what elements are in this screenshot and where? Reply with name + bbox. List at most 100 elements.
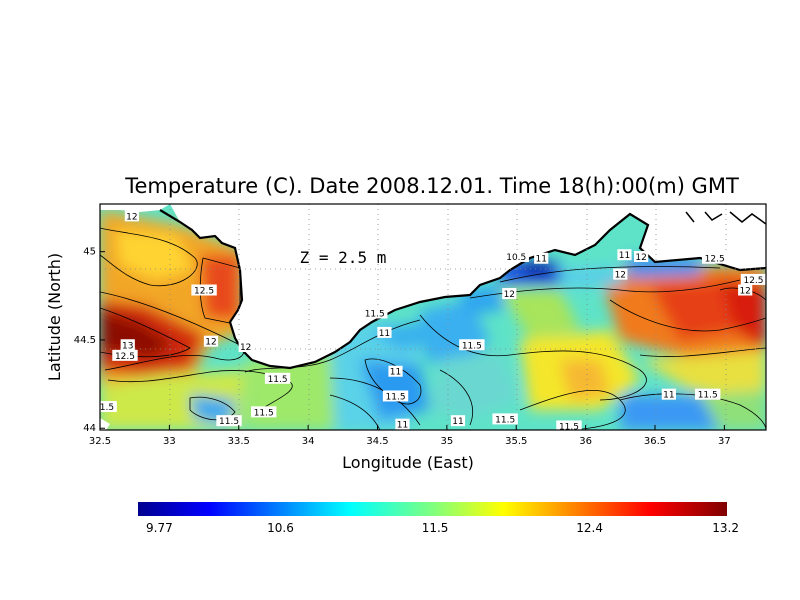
contour-label-background	[382, 390, 409, 402]
x-tick-label: 36	[579, 436, 592, 447]
x-tick-label: 35	[441, 436, 454, 447]
colorbar-ticks: 9.77 10.6 11.5 12.4 13.2	[146, 521, 739, 535]
contour-label-background	[203, 335, 219, 347]
x-tick-label: 34	[302, 436, 315, 447]
contour-label: 11.5	[362, 307, 388, 319]
contour-label-background	[738, 284, 753, 296]
temperature-field: 1212.5121312.51211.511.511.51.511.51111.…	[100, 204, 766, 432]
contour-label-text: 10.5	[506, 253, 526, 263]
contour-label: 11.5	[556, 420, 582, 432]
contour-label-text: 11	[390, 368, 401, 378]
contour-label-text: 12.5	[194, 287, 214, 297]
y-tick-label: 44	[83, 423, 96, 434]
contour-label: 11.5	[492, 413, 518, 425]
contour-label-background	[534, 252, 549, 264]
contour-label: 12.5	[740, 273, 766, 286]
contour-label-background	[492, 413, 518, 425]
contour-label: 13	[120, 339, 135, 351]
contour-label-text: 11.5	[559, 422, 579, 432]
colorbar-tick-label: 9.77	[146, 521, 173, 535]
contour-label-background	[617, 249, 632, 261]
contour-label-background	[634, 250, 649, 262]
contour-label-text: 11.5	[219, 417, 239, 427]
colorbar-gradient	[138, 502, 727, 516]
chart-title: Temperature (C). Date 2008.12.01. Time 1…	[124, 174, 739, 198]
contour-label-background	[120, 339, 135, 351]
contour-label: 11	[388, 365, 403, 378]
contour-label-background	[556, 420, 582, 430]
contour-label: 11	[661, 388, 676, 401]
contour-label: 12	[738, 284, 753, 297]
contour-label: 11.5	[216, 415, 242, 427]
contour-label-background	[613, 268, 628, 280]
x-axis-label: Longitude (East)	[342, 453, 474, 472]
contour-label-background	[503, 250, 529, 262]
contour-label-text: 1.5	[100, 403, 114, 413]
contour-label-text: 11	[397, 421, 408, 431]
y-tick-label: 44.5	[74, 335, 96, 346]
contour-label: 11.5	[695, 388, 721, 401]
contour-label: 12	[502, 288, 517, 300]
contour-label: 12	[634, 250, 649, 263]
contour-label: 11.5	[382, 390, 409, 402]
contour-label: 11.5	[459, 339, 485, 351]
contour-label-background	[701, 252, 728, 264]
depth-annotation: Z = 2.5 m	[300, 248, 387, 267]
contour-label: 12	[613, 268, 628, 281]
contour-label-text: 11	[663, 391, 674, 401]
contour-label-text: 12	[504, 290, 515, 300]
contour-labels: 1212.5121312.51211.511.511.51.511.51111.…	[100, 210, 766, 432]
contour-label-background	[264, 372, 291, 384]
contour-label-background	[459, 339, 485, 351]
colorbar-tick-label: 12.4	[576, 521, 603, 535]
contour-label-text: 12	[126, 212, 137, 222]
contour-label-background	[124, 210, 140, 222]
contour-label-text: 11.5	[386, 392, 406, 402]
x-tick-label: 37	[718, 436, 731, 447]
contour-label: 10.5	[503, 250, 529, 263]
x-axis-ticks: 32.5 33 33.5 34 34.5 35 35.5 36 36.5 37	[89, 425, 731, 447]
contour-label: 12.5	[112, 349, 138, 362]
contour-label: 12	[203, 335, 219, 348]
contour-label: 11	[534, 252, 549, 265]
contour-label: 12.5	[701, 252, 728, 265]
x-tick-label: 34.5	[366, 436, 388, 447]
contour-label-text: 11	[452, 417, 463, 427]
contour-label-background	[661, 388, 676, 400]
contour-label-background	[191, 284, 217, 296]
colorbar-tick-label: 10.6	[267, 521, 294, 535]
contour-label-text: 11	[619, 251, 630, 261]
y-tick-label: 45	[83, 247, 96, 258]
contour-label-text: 11.5	[365, 309, 385, 319]
contour-label-background	[695, 388, 721, 400]
colorbar-tick-label: 13.2	[712, 521, 739, 535]
contour-label-text: 12.5	[743, 276, 763, 286]
contour-label: 11	[617, 249, 632, 261]
contour-label-text: 11.5	[268, 375, 288, 385]
x-tick-label: 32.5	[89, 436, 111, 447]
contour-label: 11	[395, 418, 410, 431]
plot-frame	[99, 203, 767, 431]
x-tick-label: 33.5	[228, 436, 250, 447]
contour-label-text: 12	[615, 271, 626, 281]
contour-label-background	[388, 365, 403, 377]
contour-label: 11	[377, 326, 392, 339]
y-axis-label: Latitude (North)	[45, 253, 64, 381]
colorbar-tick-label: 11.5	[422, 521, 449, 535]
contour-label: 1.5	[100, 401, 117, 413]
colorbar: 9.77 10.6 11.5 12.4 13.2	[138, 502, 739, 535]
contour-label: 12	[124, 210, 140, 222]
contour-label-background	[238, 341, 253, 353]
contour-label-text: 11	[379, 329, 390, 339]
contour-label-text: 12.5	[115, 352, 135, 362]
contour-label-background	[251, 406, 277, 418]
x-tick-label: 36.5	[644, 436, 666, 447]
contour-label-background	[450, 415, 466, 427]
contour-label-text: 11.5	[254, 408, 274, 418]
x-tick-label: 35.5	[505, 436, 527, 447]
contour-label: 11.5	[251, 406, 277, 418]
contour-label-text: 12	[739, 287, 750, 297]
contour-label-text: 13	[122, 341, 133, 351]
x-tick-label: 33	[163, 436, 176, 447]
